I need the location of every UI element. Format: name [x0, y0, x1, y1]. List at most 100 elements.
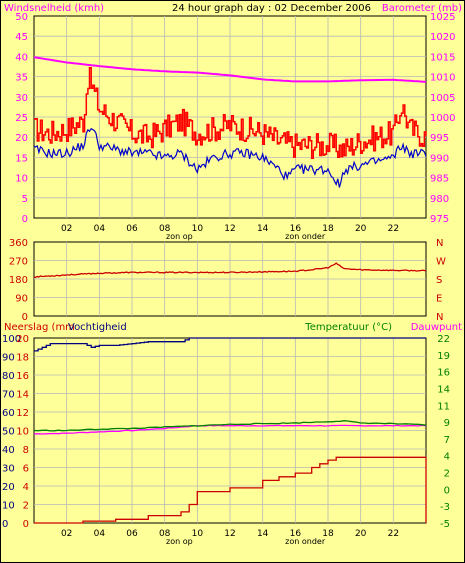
- temperature-y-tick-label: -3: [440, 502, 450, 513]
- compass-tick-label: W: [436, 257, 446, 268]
- rain-x-tick-label: 10: [192, 529, 204, 539]
- rain-y-tick-label: 18: [16, 353, 29, 364]
- rain-y-tick-label: 14: [16, 390, 29, 401]
- barometer-line: [33, 56, 427, 83]
- humidity-y-tick-label: 100: [2, 334, 21, 345]
- direction-y-tick-label: 0: [22, 312, 28, 323]
- wind-speed-line: [33, 127, 427, 188]
- wind-y-tick-label: 35: [15, 73, 28, 84]
- temperature-y-tick-label: 0: [444, 485, 450, 496]
- sunrise-annotation: zon op: [166, 537, 193, 546]
- wind-y-tick-label: 5: [22, 194, 28, 205]
- vochtigheid-label: Vochtigheid: [68, 322, 127, 333]
- barometer-y-tick-label: 990: [430, 153, 449, 164]
- rain-x-tick-label: 20: [355, 529, 367, 539]
- wind-x-tick-label: 14: [257, 224, 269, 234]
- chart-title: 24 hour graph day : 02 December 2006: [172, 3, 371, 14]
- temperature-y-tick-label: 2: [444, 469, 450, 480]
- rain-y-tick-label: 16: [16, 371, 29, 382]
- direction-y-tick-label: 180: [9, 275, 28, 286]
- humidity-y-tick-label: 90: [2, 353, 15, 364]
- temperature-y-tick-label: 14: [437, 384, 450, 395]
- barometer-y-tick-label: 1005: [430, 93, 455, 104]
- humidity-y-tick-label: 0: [2, 519, 8, 530]
- direction-y-tick-label: 270: [9, 257, 28, 268]
- wind-y-tick-label: 45: [15, 32, 28, 43]
- wind-y-tick-label: 0: [22, 214, 28, 225]
- wind-x-tick-label: 22: [388, 224, 399, 234]
- temperature-y-tick-label: -5: [440, 519, 450, 530]
- wind-x-tick-label: 16: [290, 224, 302, 234]
- temperature-line: [33, 420, 427, 432]
- wind-direction-line: [33, 262, 427, 278]
- wind-y-tick-label: 50: [15, 12, 28, 23]
- rain-y-tick-label: 6: [23, 464, 29, 475]
- rain-y-tick-label: 8: [23, 445, 29, 456]
- dewpoint-line: [33, 424, 427, 435]
- wind-barometer-panel: 0510152025303540455097598098599099510001…: [15, 12, 455, 241]
- rain-x-tick-label: 08: [159, 529, 171, 539]
- humidity-y-tick-label: 60: [2, 408, 15, 419]
- barometer-y-tick-label: 1020: [430, 32, 455, 43]
- sunrise-annotation: zon op: [166, 232, 193, 241]
- temperature-y-tick-label: 16: [437, 368, 450, 379]
- rain-x-tick-label: 12: [224, 529, 235, 539]
- rain-x-tick-label: 02: [61, 529, 72, 539]
- wind-x-tick-label: 04: [94, 224, 106, 234]
- humidity-y-tick-label: 80: [2, 371, 15, 382]
- rain-line: [34, 456, 427, 524]
- barometer-label: Barometer (mb): [382, 3, 462, 14]
- humidity-y-tick-label: 50: [2, 427, 15, 438]
- rain-y-tick-label: 0: [23, 519, 29, 530]
- temperatuur-label: Temperatuur (°C): [304, 322, 392, 333]
- sunset-annotation: zon onder: [285, 537, 326, 546]
- direction-y-tick-label: 360: [9, 238, 28, 249]
- wind-y-tick-label: 10: [15, 174, 28, 185]
- barometer-y-tick-label: 985: [430, 174, 449, 185]
- rain-x-tick-label: 04: [94, 529, 106, 539]
- temperature-y-tick-label: 7: [444, 435, 450, 446]
- rain-x-tick-label: 06: [126, 529, 138, 539]
- compass-tick-label: S: [436, 275, 442, 286]
- barometer-y-tick-label: 980: [430, 194, 449, 205]
- humidity-y-tick-label: 30: [2, 464, 15, 475]
- wind-y-tick-label: 30: [15, 93, 28, 104]
- temperature-y-tick-label: 22: [437, 334, 450, 345]
- wind-x-tick-label: 06: [126, 224, 138, 234]
- temperature-y-tick-label: 4: [444, 452, 450, 463]
- wind-gust-line: [34, 67, 427, 159]
- wind-y-tick-label: 25: [15, 113, 28, 124]
- barometer-y-tick-label: 1025: [430, 12, 455, 23]
- sunset-annotation: zon onder: [285, 232, 326, 241]
- rain-y-tick-label: 10: [16, 427, 29, 438]
- humidity-line: [34, 337, 426, 352]
- windsnelheid-label: Windsnelheid (kmh): [4, 3, 104, 14]
- barometer-y-tick-label: 1015: [430, 52, 455, 63]
- rain-x-tick-label: 22: [388, 529, 399, 539]
- rain-y-tick-label: 20: [16, 334, 29, 345]
- wind-x-tick-label: 08: [159, 224, 171, 234]
- temperature-y-tick-label: 11: [437, 401, 450, 412]
- barometer-y-tick-label: 975: [430, 214, 449, 225]
- rain-x-tick-label: 16: [290, 529, 302, 539]
- direction-y-tick-label: 90: [15, 294, 28, 305]
- temperature-y-tick-label: 9: [444, 418, 450, 429]
- humidity-y-tick-label: 10: [2, 501, 15, 512]
- wind-y-tick-label: 20: [15, 133, 28, 144]
- humidity-y-tick-label: 40: [2, 445, 15, 456]
- wind-y-tick-label: 40: [15, 52, 28, 63]
- humidity-y-tick-label: 20: [2, 482, 15, 493]
- compass-tick-label: N: [436, 238, 443, 249]
- wind-x-tick-label: 18: [322, 224, 334, 234]
- rain-humidity-temperature-panel: 010203040506070809010002468101214161820-…: [2, 334, 450, 546]
- barometer-y-tick-label: 1000: [430, 113, 455, 124]
- wind-x-tick-label: 02: [61, 224, 72, 234]
- wind-y-tick-label: 15: [15, 153, 28, 164]
- neerslag-label: Neerslag (mm: [4, 322, 75, 333]
- temperature-y-tick-label: 19: [437, 351, 450, 362]
- barometer-y-tick-label: 1010: [430, 73, 455, 84]
- rain-y-tick-label: 2: [23, 501, 29, 512]
- rain-x-tick-label: 14: [257, 529, 269, 539]
